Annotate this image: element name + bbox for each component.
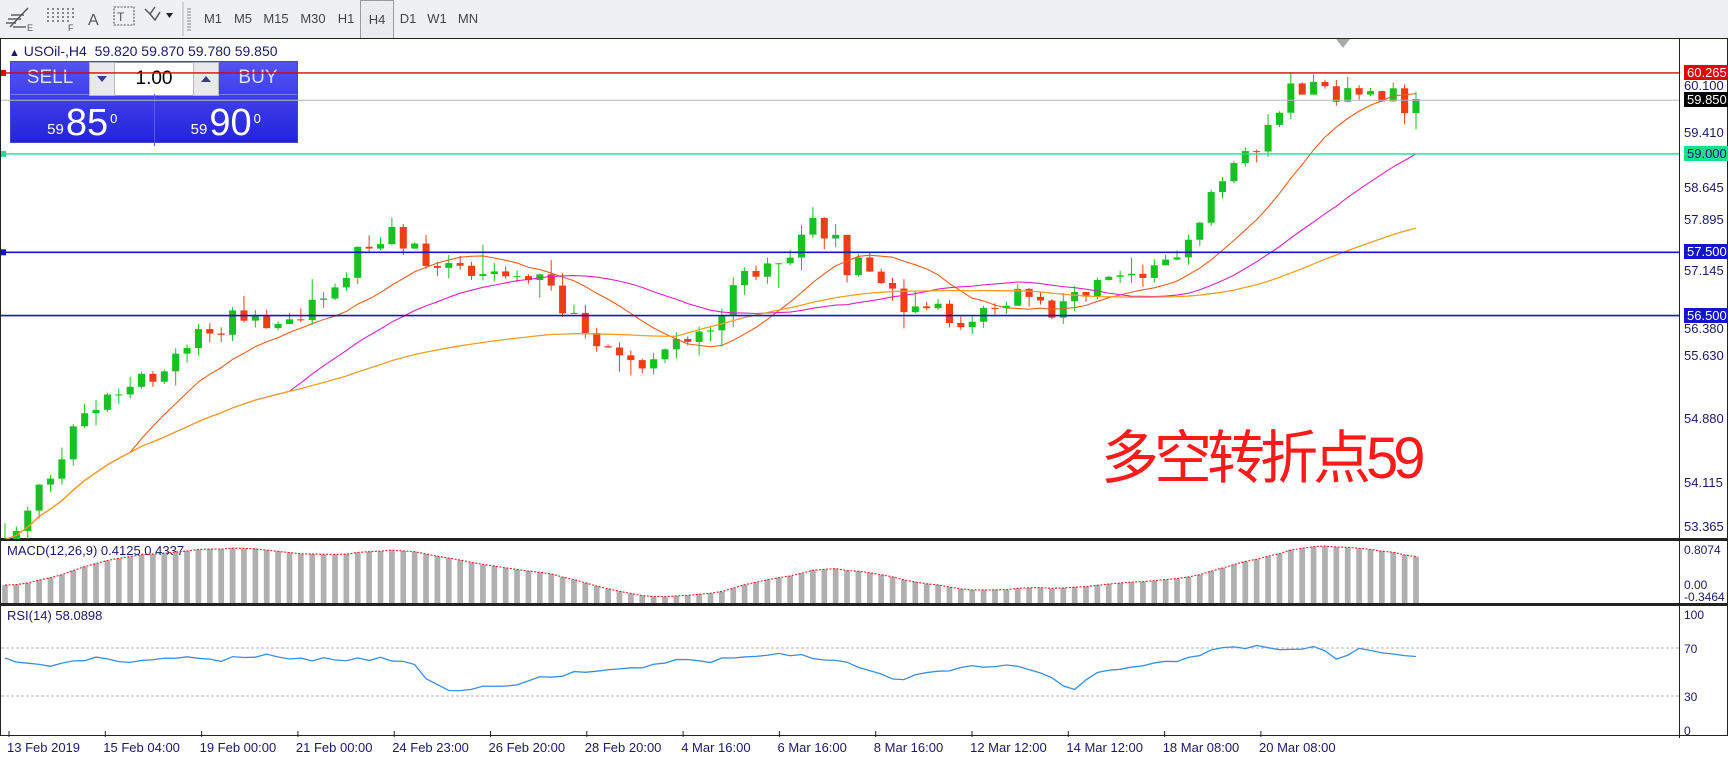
svg-text:A: A xyxy=(88,12,99,29)
svg-text:F: F xyxy=(68,23,74,33)
svg-text:T: T xyxy=(117,10,125,24)
svg-text:E: E xyxy=(27,23,33,33)
